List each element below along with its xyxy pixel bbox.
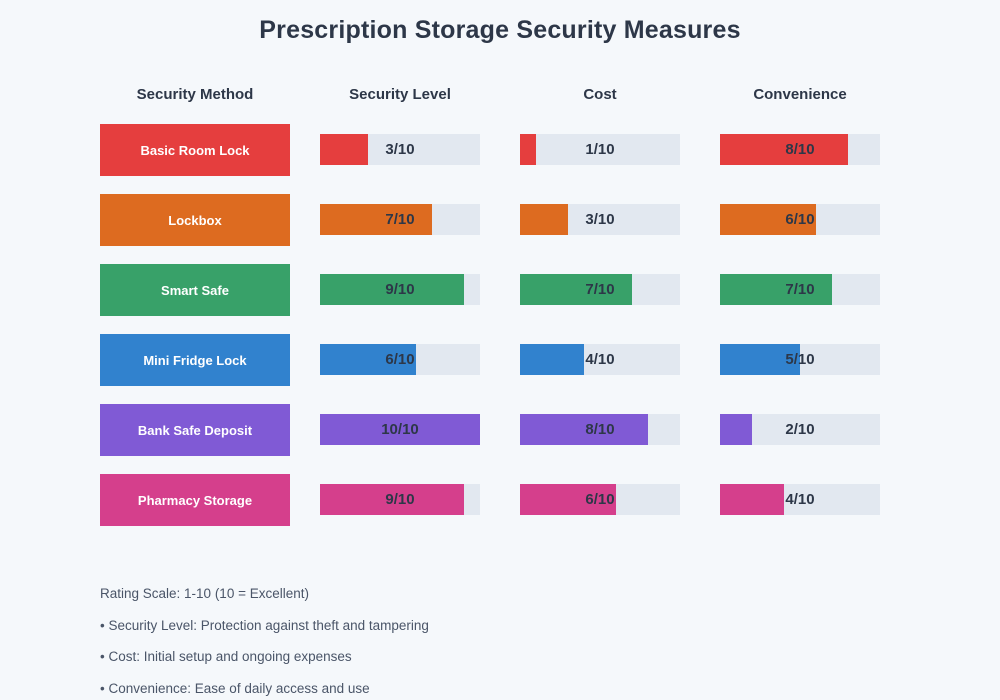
bar-fill — [520, 484, 616, 515]
bar-value: 6/10 — [785, 211, 815, 228]
method-card: Pharmacy Storage — [100, 474, 290, 526]
convenience-bar: 7/10 — [720, 274, 880, 305]
bar-fill — [720, 204, 816, 235]
bar-value: 9/10 — [385, 281, 415, 298]
bar-fill — [520, 274, 632, 305]
rating-scale-note: Rating Scale: 1-10 (10 = Excellent) — [100, 586, 309, 601]
bar-value: 3/10 — [385, 141, 415, 158]
bar-value: 5/10 — [785, 351, 815, 368]
security-level-bar: 9/10 — [320, 274, 480, 305]
bar-value: 7/10 — [585, 281, 615, 298]
comparison-row: Mini Fridge Lock 6/10 4/10 5/10 — [100, 334, 880, 386]
column-header-convenience: Convenience — [753, 86, 847, 103]
security-level-bar: 3/10 — [320, 134, 480, 165]
comparison-row: Basic Room Lock 3/10 1/10 8/10 — [100, 124, 880, 176]
convenience-bar: 8/10 — [720, 134, 880, 165]
bar-value: 4/10 — [785, 491, 815, 508]
security-level-bar: 10/10 — [320, 414, 480, 445]
method-label: Bank Safe Deposit — [137, 422, 253, 438]
convenience-bar: 6/10 — [720, 204, 880, 235]
column-header-cost: Cost — [583, 86, 617, 103]
security-level-bar: 7/10 — [320, 204, 480, 235]
method-label: Mini Fridge Lock — [143, 352, 247, 368]
cost-bar: 1/10 — [520, 134, 680, 165]
bar-fill — [520, 344, 584, 375]
method-card: Basic Room Lock — [100, 124, 290, 176]
bar-fill — [720, 134, 848, 165]
method-card: Lockbox — [100, 194, 290, 246]
bar-value: 1/10 — [585, 141, 615, 158]
convenience-bar: 5/10 — [720, 344, 880, 375]
bar-fill — [320, 344, 416, 375]
convenience-bar: 2/10 — [720, 414, 880, 445]
bar-fill — [320, 274, 464, 305]
column-header-method: Security Method — [136, 86, 254, 103]
page-title: Prescription Storage Security Measures — [259, 16, 741, 44]
bar-value: 3/10 — [585, 211, 615, 228]
comparison-row: Bank Safe Deposit 10/10 8/10 2/10 — [100, 404, 880, 456]
bar-fill — [520, 204, 568, 235]
bar-value: 6/10 — [585, 491, 615, 508]
comparison-row: Lockbox 7/10 3/10 6/10 — [100, 194, 880, 246]
legend-footer: Rating Scale: 1-10 (10 = Excellent) • Se… — [100, 586, 429, 696]
cost-bar: 7/10 — [520, 274, 680, 305]
bar-fill — [720, 414, 752, 445]
cost-bar: 6/10 — [520, 484, 680, 515]
bar-fill — [720, 484, 784, 515]
bar-value: 7/10 — [785, 281, 815, 298]
bar-value: 10/10 — [381, 421, 419, 438]
bar-fill — [720, 274, 832, 305]
method-label: Basic Room Lock — [140, 142, 250, 158]
method-card: Bank Safe Deposit — [100, 404, 290, 456]
footer-bullet-convenience: • Convenience: Ease of daily access and … — [100, 680, 370, 696]
cost-bar: 3/10 — [520, 204, 680, 235]
column-header-security: Security Level — [349, 86, 451, 103]
convenience-bar: 4/10 — [720, 484, 880, 515]
bar-value: 9/10 — [385, 491, 415, 508]
cost-bar: 4/10 — [520, 344, 680, 375]
method-card: Smart Safe — [100, 264, 290, 316]
comparison-row: Pharmacy Storage 9/10 6/10 4/10 — [100, 474, 880, 526]
bar-fill — [320, 134, 368, 165]
method-label: Pharmacy Storage — [137, 492, 253, 508]
bar-value: 7/10 — [385, 211, 415, 228]
method-card: Mini Fridge Lock — [100, 334, 290, 386]
footer-bullet-security: • Security Level: Protection against the… — [100, 617, 429, 633]
bar-fill — [320, 204, 432, 235]
method-label: Smart Safe — [161, 282, 229, 298]
bar-value: 8/10 — [785, 141, 815, 158]
footer-bullet-cost: • Cost: Initial setup and ongoing expens… — [100, 649, 352, 664]
cost-bar: 8/10 — [520, 414, 680, 445]
bar-value: 8/10 — [585, 421, 615, 438]
bar-fill — [720, 344, 800, 375]
method-label: Lockbox — [168, 212, 222, 228]
bar-fill — [520, 414, 648, 445]
bar-value: 2/10 — [785, 421, 815, 438]
security-level-bar: 6/10 — [320, 344, 480, 375]
bar-value: 6/10 — [385, 351, 415, 368]
bar-value: 4/10 — [585, 351, 615, 368]
security-level-bar: 9/10 — [320, 484, 480, 515]
comparison-row: Smart Safe 9/10 7/10 7/10 — [100, 264, 880, 316]
bar-fill — [320, 484, 464, 515]
bar-fill — [520, 134, 536, 165]
bar-fill — [320, 414, 480, 445]
